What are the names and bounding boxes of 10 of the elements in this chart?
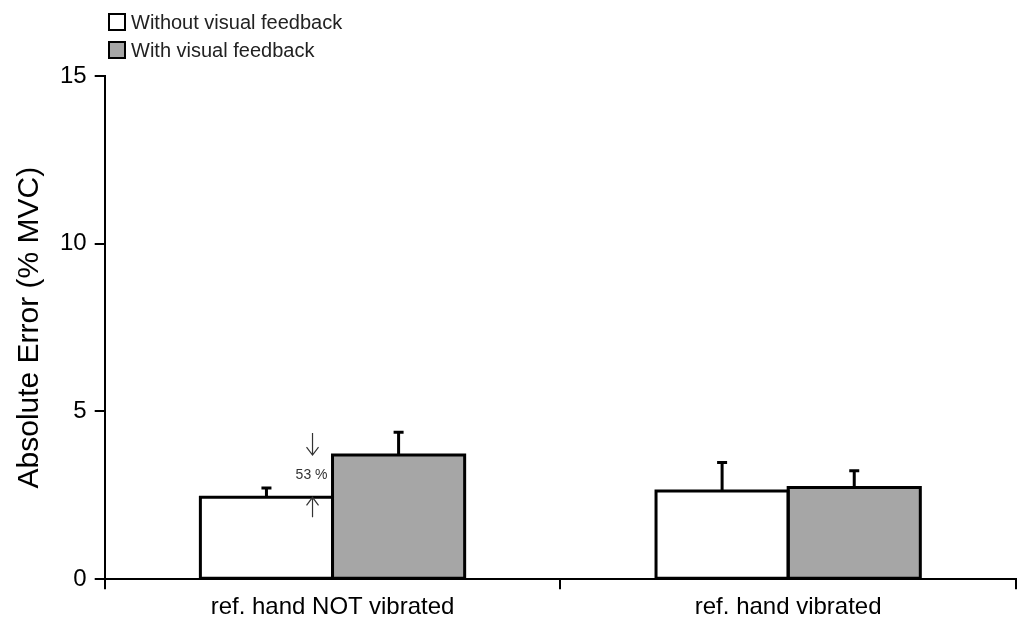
annotation: 53 % xyxy=(295,466,328,483)
y-tick-label: 5 xyxy=(73,396,87,424)
y-tick-label: 15 xyxy=(59,60,87,88)
y-tick-label: 0 xyxy=(73,563,87,591)
legend-label: With visual feedback xyxy=(131,38,315,63)
y-axis-title: Absolute Error (% MVC) xyxy=(11,166,45,489)
x-tick-label: ref. hand NOT vibrated xyxy=(210,592,455,620)
y-tick-label: 10 xyxy=(59,228,87,256)
legend-label: Without visual feedback xyxy=(131,10,343,35)
x-tick-label: ref. hand vibrated xyxy=(694,592,882,620)
